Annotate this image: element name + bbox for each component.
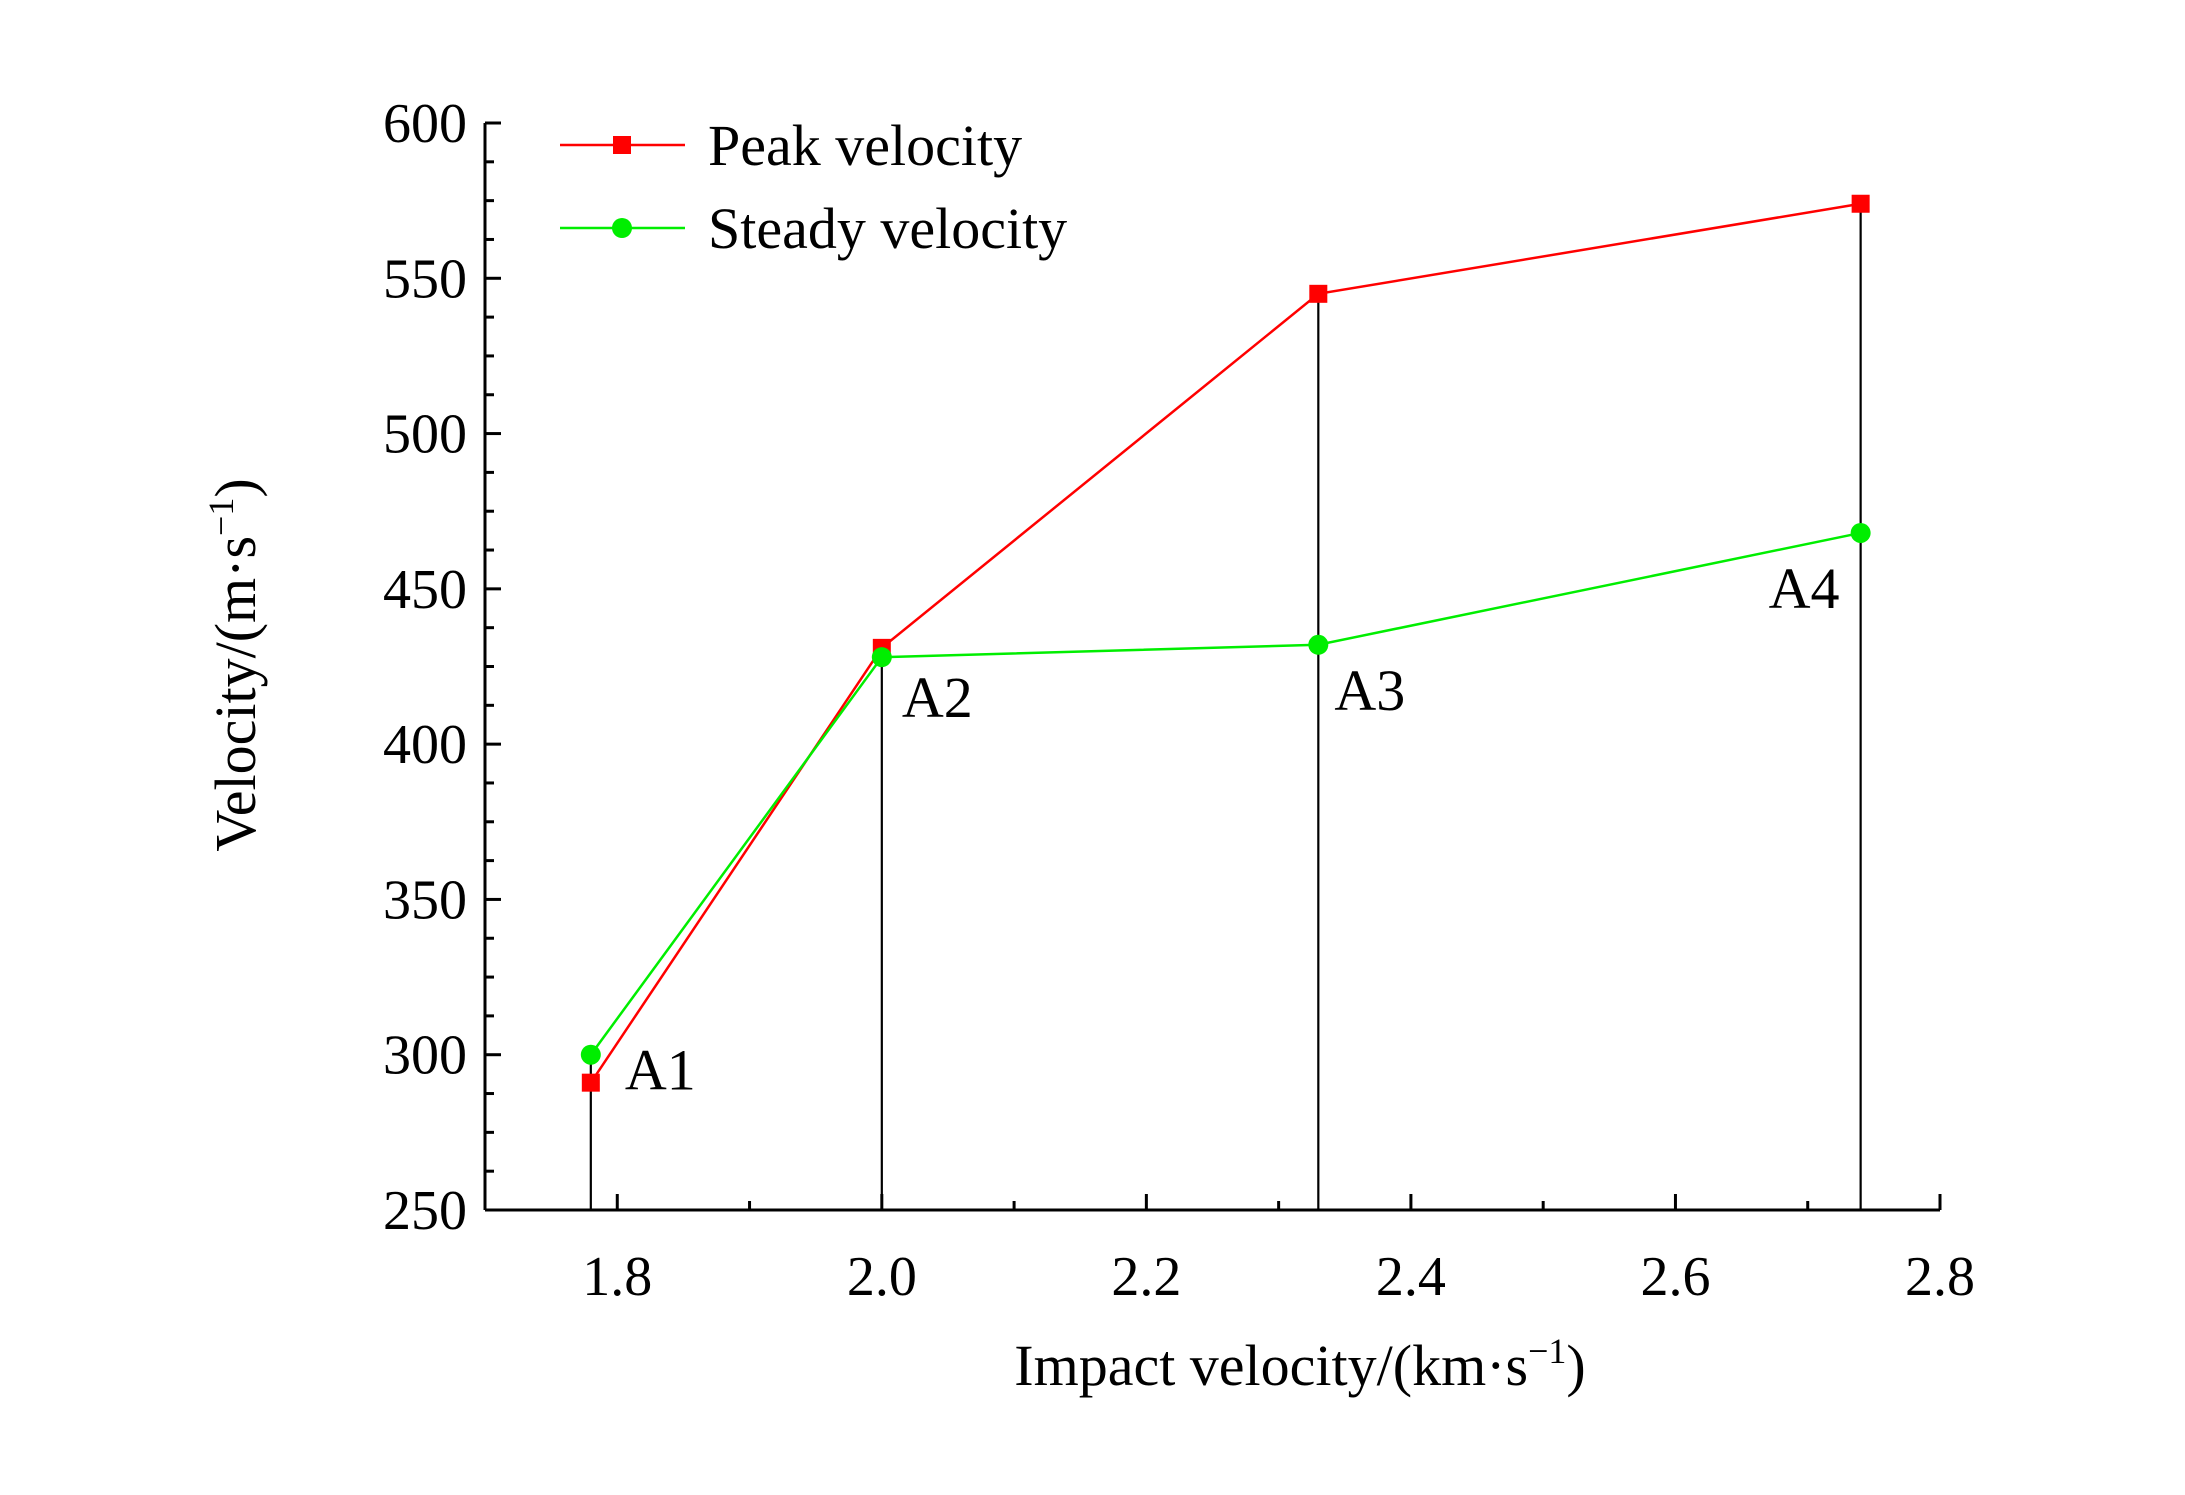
series-line: [589, 531, 1861, 1056]
y-tick-label: 400: [383, 714, 467, 776]
y-tick-label: 550: [383, 248, 467, 310]
data-point: [1309, 284, 1328, 303]
y-tick-label: 500: [383, 404, 467, 466]
y-tick-label: 450: [383, 559, 467, 621]
x-tick-label: 2.6: [1640, 1246, 1710, 1308]
x-tick-label: 2.4: [1376, 1246, 1446, 1308]
legend: Peak velocity Steady velocity: [560, 113, 1067, 261]
x-tick-label: 1.8: [582, 1246, 652, 1308]
data-point: [1308, 634, 1329, 655]
point-label: A4: [1769, 556, 1840, 621]
point-label: A1: [625, 1038, 696, 1103]
legend-steady-label: Steady velocity: [708, 196, 1067, 261]
y-tick-label: 350: [383, 869, 467, 931]
legend-steady-marker: [612, 218, 632, 238]
data-point: [580, 1044, 601, 1065]
y-axis-title: Velocity/(m·s−1): [201, 478, 268, 851]
point-label: A2: [902, 665, 973, 730]
legend-item-peak: Peak velocity: [560, 113, 1022, 178]
series-layer: [580, 194, 1871, 1092]
point-labels: A1 A2 A3 A4: [625, 556, 1840, 1103]
legend-peak-label: Peak velocity: [708, 113, 1022, 178]
x-tick-label: 2.2: [1111, 1246, 1181, 1308]
legend-peak-marker: [613, 136, 631, 154]
y-tick-label: 600: [383, 93, 467, 155]
drop-lines: [589, 203, 1862, 1210]
y-tick-label: 250: [383, 1180, 467, 1242]
legend-item-steady: Steady velocity: [560, 196, 1067, 261]
y-tick-label: 300: [383, 1025, 467, 1087]
data-point: [1850, 522, 1871, 543]
axes: [483, 123, 1940, 1212]
x-tick-label: 2.0: [847, 1246, 917, 1308]
x-ticks: 1.8 2.0 2.2 2.4 2.6 2.8: [582, 1194, 1975, 1308]
y-ticks: 250 300 350 400 450 500 550 600: [383, 93, 501, 1242]
series-line: [589, 202, 1861, 1084]
data-point: [871, 647, 892, 668]
x-axis-title: Impact velocity/(km·s−1): [1014, 1331, 1585, 1398]
point-label: A3: [1334, 658, 1405, 723]
data-point: [1851, 194, 1870, 213]
data-point: [581, 1073, 600, 1092]
x-tick-label: 2.8: [1905, 1246, 1975, 1308]
